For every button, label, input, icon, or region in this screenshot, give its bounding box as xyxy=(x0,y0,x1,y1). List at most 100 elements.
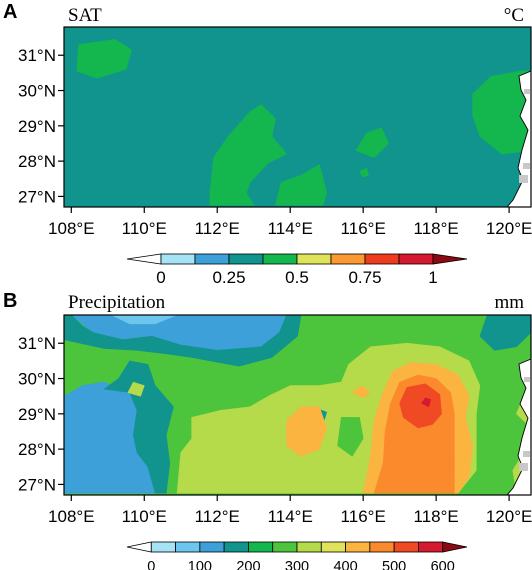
colorbar-swatch xyxy=(228,253,264,265)
contour-region xyxy=(64,315,302,367)
island-a-2 xyxy=(519,175,528,183)
panel-b-title: Precipitation xyxy=(68,292,166,313)
panel-a-colorbar: 0 0.25 0.5 0.75 1 xyxy=(126,253,468,287)
colorbar-swatch xyxy=(296,253,332,265)
colorbar-label: 0.25 xyxy=(212,268,245,287)
panel-b-colorbar: 0 100 200 300 400 500 600 xyxy=(126,541,468,570)
colorbar-swatch xyxy=(296,541,322,553)
contour-region xyxy=(111,315,178,325)
x-tick-label: 112°E xyxy=(195,507,240,526)
colorbar-label: 300 xyxy=(285,559,309,570)
y-tick-label: 30°N xyxy=(18,370,56,389)
colorbar-label: 1 xyxy=(428,268,437,287)
panel-a: A SAT °C 108°E 110°E 112°E 114°E 116°E 118°E 1… xyxy=(3,1,532,287)
y-tick-label: 31°N xyxy=(18,334,56,353)
x-tick-label: 118°E xyxy=(414,507,459,526)
panel-b-coastline xyxy=(506,358,531,495)
colorbar-label: 0 xyxy=(156,268,165,287)
colorbar-label: 200 xyxy=(236,559,260,570)
colorbar-label: 400 xyxy=(333,559,357,570)
x-tick-label: 108°E xyxy=(48,507,95,526)
x-tick-label: 108°E xyxy=(48,219,95,238)
x-tick-label: 120°E xyxy=(486,507,532,526)
colorbar-swatch xyxy=(150,541,176,553)
panel-b-frame xyxy=(63,314,532,496)
coastline-a xyxy=(506,70,531,207)
contour-region xyxy=(209,104,287,206)
colorbar-swatch xyxy=(369,541,395,553)
colorbar-swatch xyxy=(320,541,346,553)
y-tick-label: 27°N xyxy=(18,187,56,206)
panel-b-axes: 108°E 110°E 112°E 114°E 116°E 118°E 120°E 31°N 3… xyxy=(18,334,532,526)
contour-region xyxy=(351,385,371,399)
colorbar-swatch xyxy=(262,253,298,265)
contour-region xyxy=(286,406,328,457)
colorbar-swatch xyxy=(442,541,468,553)
colorbar-swatch xyxy=(126,253,162,265)
y-tick-label: 28°N xyxy=(18,440,56,459)
x-tick-label: 120°E xyxy=(486,219,532,238)
x-tick-label: 110°E xyxy=(122,507,167,526)
colorbar-label: 0.75 xyxy=(348,268,381,287)
colorbar-label: 600 xyxy=(431,559,455,570)
x-tick-label: 116°E xyxy=(341,507,386,526)
x-tick-label: 114°E xyxy=(268,507,313,526)
island-a-1 xyxy=(523,163,530,169)
y-tick-label: 29°N xyxy=(18,405,56,424)
panel-a-frame xyxy=(63,26,532,208)
colorbar-swatch xyxy=(432,253,468,265)
panel-a-unit: °C xyxy=(504,5,524,26)
x-tick-label: 116°E xyxy=(341,219,386,238)
panel-a-contours xyxy=(76,39,531,206)
x-tick-label: 114°E xyxy=(268,219,313,238)
colorbar-label: 100 xyxy=(188,559,212,570)
panel-b: B Precipitation mm 108°E 110°E 112°E 114°E 1… xyxy=(3,290,532,570)
y-tick-label: 28°N xyxy=(18,152,56,171)
contour-region xyxy=(337,417,364,457)
colorbar-swatch xyxy=(248,541,274,553)
colorbar-swatch xyxy=(364,253,400,265)
island-b-1 xyxy=(523,451,530,457)
contour-region xyxy=(399,383,442,429)
colorbar-swatch xyxy=(418,541,444,553)
y-tick-label: 29°N xyxy=(18,117,56,136)
colorbar-swatch xyxy=(345,541,371,553)
panel-a-title: SAT xyxy=(68,5,102,26)
colorbar-label: 0 xyxy=(147,559,155,570)
island-a-3 xyxy=(524,89,530,94)
contour-region xyxy=(127,381,145,397)
island-b-3 xyxy=(524,377,530,382)
colorbar-swatch xyxy=(160,253,196,265)
panel-b-unit: mm xyxy=(494,292,524,313)
panel-b-contours xyxy=(64,315,531,494)
y-tick-label: 30°N xyxy=(18,82,56,101)
y-tick-label: 31°N xyxy=(18,46,56,65)
colorbar-swatch xyxy=(330,253,366,265)
panel-a-axes: 108°E 110°E 112°E 114°E 116°E 118°E 120°E 31°N 3… xyxy=(18,46,532,238)
island-b-2 xyxy=(519,463,528,471)
coastline-b xyxy=(506,358,531,495)
colorbar-swatch xyxy=(272,541,298,553)
x-tick-label: 110°E xyxy=(122,219,167,238)
colorbar-label: 500 xyxy=(382,559,406,570)
panel-a-coastline xyxy=(506,70,531,207)
colorbar-swatch xyxy=(398,253,434,265)
contour-region xyxy=(275,164,328,206)
panel-a-letter: A xyxy=(3,1,17,23)
colorbar-label: 0.5 xyxy=(285,268,309,287)
contour-region xyxy=(355,127,390,158)
contour-region xyxy=(472,70,531,155)
contour-region xyxy=(76,39,132,79)
colorbar-swatch xyxy=(393,541,419,553)
contour-region xyxy=(421,397,432,408)
colorbar-swatch xyxy=(199,541,225,553)
panel-b-letter: B xyxy=(3,290,17,312)
x-tick-label: 112°E xyxy=(195,219,240,238)
colorbar-swatch xyxy=(223,541,249,553)
contour-region xyxy=(479,315,531,351)
colorbar-swatch xyxy=(126,541,152,553)
contour-region xyxy=(359,167,369,178)
y-tick-label: 27°N xyxy=(18,475,56,494)
colorbar-swatch xyxy=(175,541,201,553)
